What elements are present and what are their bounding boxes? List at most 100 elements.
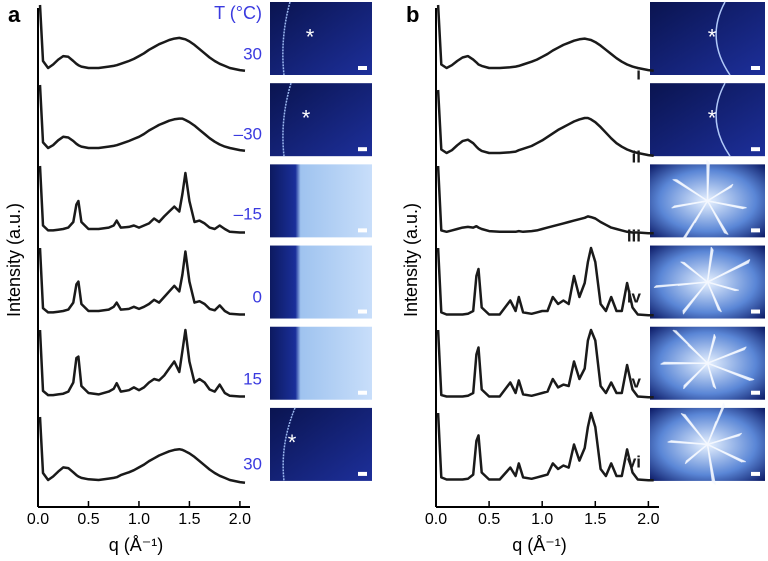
asterisk: * [708,105,717,130]
asterisk: * [302,105,311,130]
fiber [706,281,720,311]
series-label: 15 [243,369,262,388]
curve [38,416,246,485]
fiber [684,413,708,445]
x-axis-label: q (Å⁻¹) [512,535,567,555]
curve [38,247,245,316]
fiber [655,281,708,287]
scale-bar [358,66,367,70]
x-tick-label: 0.0 [27,511,49,528]
micrograph-bg [270,83,372,157]
scale-bar [751,390,760,395]
series-label: –15 [234,204,262,223]
micrograph [650,245,765,319]
panel-label: b [406,2,419,27]
series-label: ii [632,147,641,166]
series-label: i [636,64,641,83]
fiber [707,443,743,463]
x-tick-label: 1.0 [128,511,150,528]
scale-bar [751,471,760,476]
x-tick-label: 2.0 [229,511,251,528]
x-tick-label: 2.0 [637,511,659,528]
interface [715,82,731,157]
micrograph [270,326,372,400]
fiber [706,200,726,234]
scale-bar [751,309,760,314]
asterisk: * [306,24,315,49]
micrograph: * [270,407,372,481]
scale-bar [358,471,367,476]
x-tick-label: 1.5 [584,511,606,528]
fiber [707,200,744,210]
fiber [663,361,708,364]
micrograph: * [650,82,765,157]
x-tick-label: 0.5 [478,511,500,528]
curve [38,4,246,73]
series-label: v [632,372,642,391]
micrograph-bg [270,245,372,319]
micrograph: * [270,1,372,76]
crystal-front [282,82,292,157]
micrograph [650,160,765,241]
asterisk: * [708,24,717,49]
fiber [683,362,708,387]
scale-bar [751,228,760,233]
series-label: iv [627,287,642,306]
micrograph-bg [270,407,372,481]
micrograph-bg [270,164,372,238]
fiber [706,444,714,483]
fiber [676,179,708,202]
series-label: iii [627,226,641,245]
fiber [683,261,708,283]
series-label: vi [627,452,641,471]
curve [436,411,654,482]
fiber [706,363,715,387]
fiber [674,200,708,207]
curve [436,246,654,317]
fiber [683,200,709,239]
crystal-front [282,1,291,76]
crystal-front [282,407,296,481]
micrograph [270,245,372,319]
micrograph-bg [650,2,765,75]
curve [436,328,654,399]
fiber [670,440,708,446]
curve [38,84,246,153]
series-label: 30 [243,454,262,473]
scale-bar [751,66,760,70]
x-tick-label: 0.5 [77,511,99,528]
fiber [707,434,740,445]
curve [38,165,245,234]
fiber [706,336,717,364]
micrograph: * [270,82,372,157]
micrograph: * [650,1,765,76]
x-axis-label: q (Å⁻¹) [109,535,164,555]
fiber [707,281,736,292]
scale-bar [751,147,760,152]
scale-bar [358,147,367,152]
micrograph-bg [270,326,372,400]
fiber [682,281,708,312]
micrograph-bg [650,83,765,157]
scale-bar [358,390,367,395]
scale-bar [358,228,367,233]
y-axis-label: Intensity (a.u.) [401,203,421,317]
asterisk: * [288,430,297,455]
curve [436,165,654,235]
fiber [706,162,710,201]
legend-header: T (°C) [214,3,262,23]
fiber [707,186,732,202]
curve [436,4,654,73]
fiber [706,404,726,445]
fiber [685,443,708,462]
micrograph [650,402,765,485]
series-label: 0 [253,287,262,306]
fiber [706,249,714,283]
fiber [707,348,745,364]
curve [436,89,654,158]
scale-bar [358,309,367,314]
series-label: 30 [243,44,262,63]
micrograph [270,164,372,238]
series-label: –30 [234,124,262,143]
